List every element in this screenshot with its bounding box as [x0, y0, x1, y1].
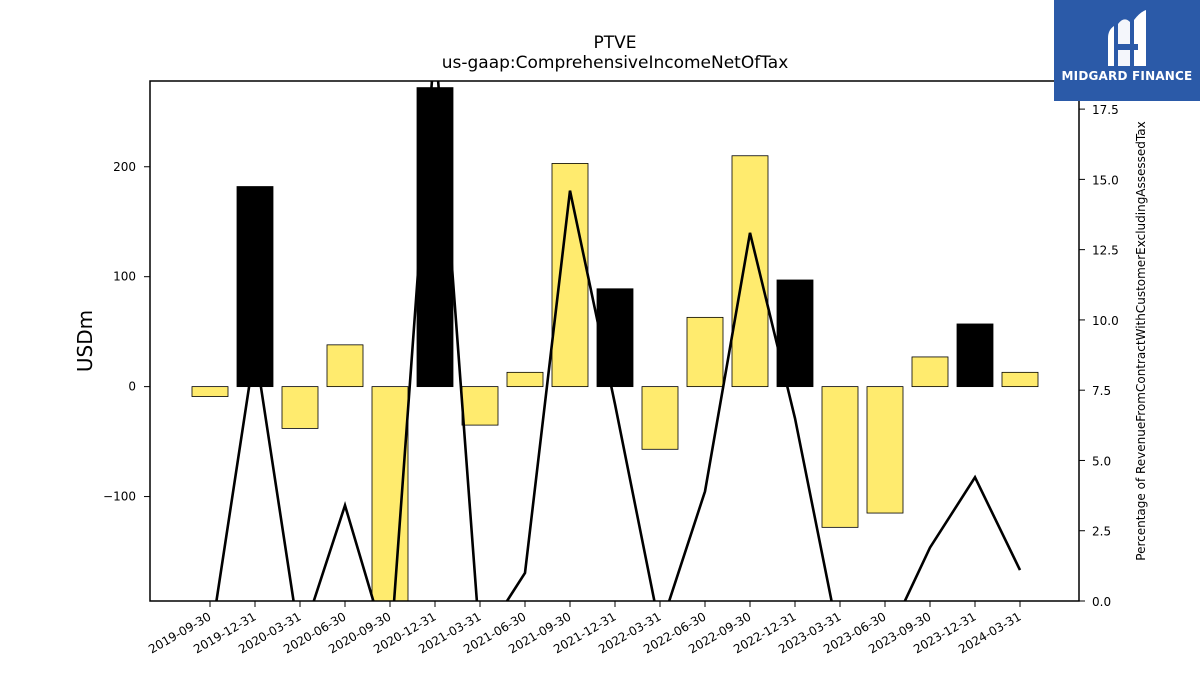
bar-2023-06-30 [866, 386, 904, 514]
bar-2022-03-31 [641, 386, 679, 450]
y2-tick-label: 2.5 [1092, 525, 1111, 539]
y-axis-left: −100 0 100 200 [103, 160, 150, 504]
bar-2022-09-30 [731, 155, 769, 388]
bar-2019-09-30 [191, 386, 229, 397]
y-axis-right: 0.0 2.5 5.0 7.5 10.0 12.5 15.0 17.5 [1079, 103, 1119, 609]
y2-axis-label: Percentage of RevenueFromContractWithCus… [1134, 121, 1148, 560]
y-tick-label: −100 [103, 490, 136, 504]
y2-tick-label: 15.0 [1092, 173, 1119, 187]
chart-title: PTVE [593, 33, 636, 53]
bar-2024-03-31 [1001, 371, 1039, 388]
bar-2021-03-31 [461, 386, 499, 426]
bar-2022-06-30 [686, 316, 724, 388]
line-series [215, 81, 1022, 601]
bar-2023-12-31 [956, 323, 994, 388]
y2-tick-label: 12.5 [1092, 244, 1119, 258]
bar-2020-12-31 [416, 87, 454, 388]
y-axis-label: USDm [73, 310, 97, 372]
y2-tick-label: 10.0 [1092, 314, 1119, 328]
bar-2023-09-30 [911, 356, 949, 388]
y-tick-label: 0 [128, 380, 136, 394]
y2-tick-label: 7.5 [1092, 384, 1111, 398]
x-axis: 2019-09-302019-12-312020-03-312020-06-30… [146, 601, 1024, 656]
bar-2023-03-31 [821, 386, 859, 528]
bar-series [191, 87, 1039, 601]
y-tick-label: 100 [113, 270, 136, 284]
bar-2020-03-31 [281, 386, 319, 429]
logo-text: MIDGARD FINANCE [1061, 69, 1193, 83]
bar-2021-12-31 [596, 288, 634, 388]
bar-2020-06-30 [326, 344, 364, 388]
y-tick-label: 200 [113, 160, 136, 174]
midgard-finance-logo: MIDGARD FINANCE [1054, 0, 1200, 101]
bar-2021-06-30 [506, 371, 544, 388]
logo-mark-icon [1108, 10, 1146, 66]
y2-tick-label: 0.0 [1092, 595, 1111, 609]
y2-tick-label: 5.0 [1092, 454, 1111, 468]
chart-subtitle: us-gaap:ComprehensiveIncomeNetOfTax [442, 53, 789, 73]
percentage-line [215, 81, 1022, 601]
y2-tick-label: 17.5 [1092, 103, 1119, 117]
